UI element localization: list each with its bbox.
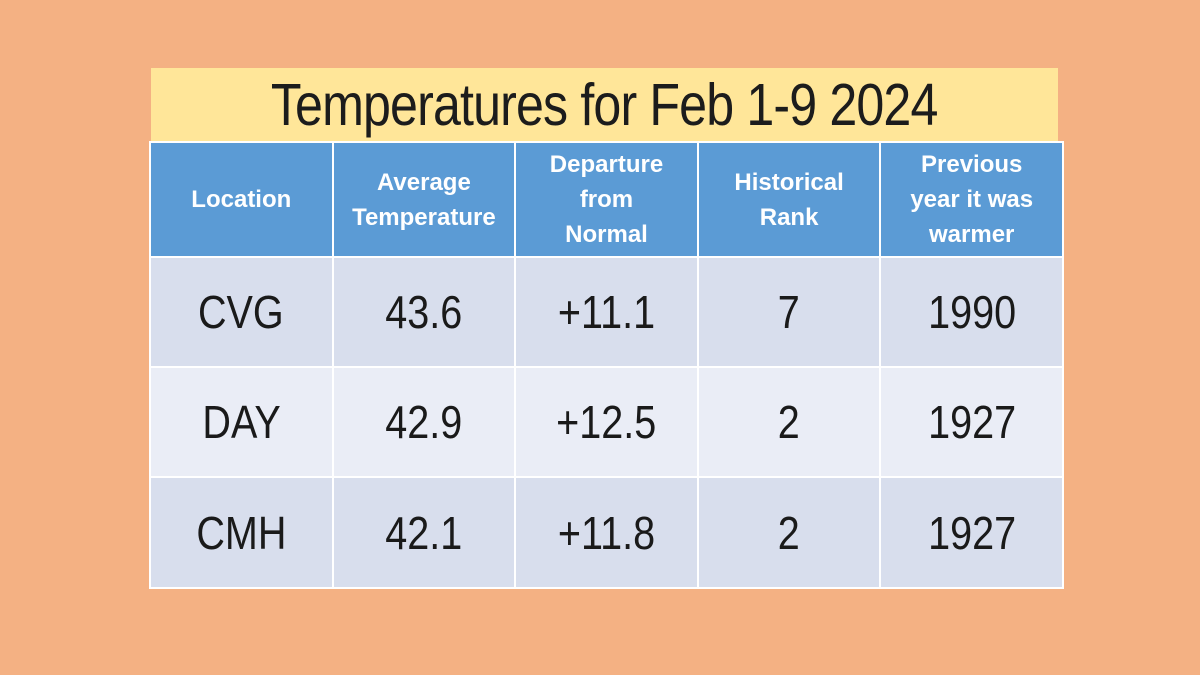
- title-bar: Temperatures for Feb 1-9 2024: [151, 68, 1058, 141]
- header-line: Historical: [734, 168, 844, 196]
- col-header-historical-rank: Historical Rank: [698, 143, 880, 256]
- cell-location: DAY: [151, 368, 332, 476]
- col-header-location: Location: [151, 143, 332, 256]
- header-line: from: [579, 186, 634, 213]
- cell-average-temperature: 43.6: [333, 258, 515, 366]
- header-line: Temperature: [352, 203, 496, 231]
- header-line: Average: [376, 168, 471, 196]
- temperature-table: Location Average Temperature Departure f…: [149, 141, 1064, 589]
- cell-previous-year: 1990: [881, 258, 1062, 366]
- cell-historical-rank: 2: [698, 368, 880, 476]
- col-header-departure-from-normal: Departure from Normal: [516, 143, 697, 256]
- cell-location: CMH: [151, 478, 332, 587]
- cell-previous-year: 1927: [881, 368, 1062, 476]
- cell-average-temperature: 42.9: [333, 368, 515, 476]
- col-header-average-temperature: Average Temperature: [333, 143, 515, 256]
- cell-previous-year: 1927: [881, 478, 1062, 587]
- cell-location: CVG: [151, 258, 332, 366]
- header-line: Departure: [549, 151, 664, 178]
- cell-departure-from-normal: +11.1: [516, 258, 697, 366]
- cell-historical-rank: 7: [698, 258, 880, 366]
- header-line: warmer: [929, 221, 1015, 248]
- cell-departure-from-normal: +11.8: [516, 478, 697, 587]
- header-line: year it was: [910, 186, 1034, 213]
- col-header-previous-year-warmer: Previous year it was warmer: [881, 143, 1062, 256]
- header-line: Location: [191, 186, 292, 213]
- page-title: Temperatures for Feb 1-9 2024: [271, 71, 939, 138]
- header-line: Normal: [565, 221, 648, 248]
- cell-historical-rank: 2: [698, 478, 880, 587]
- header-line: Rank: [759, 203, 819, 231]
- cell-departure-from-normal: +12.5: [516, 368, 697, 476]
- cell-average-temperature: 42.1: [333, 478, 515, 587]
- header-line: Previous: [921, 151, 1023, 178]
